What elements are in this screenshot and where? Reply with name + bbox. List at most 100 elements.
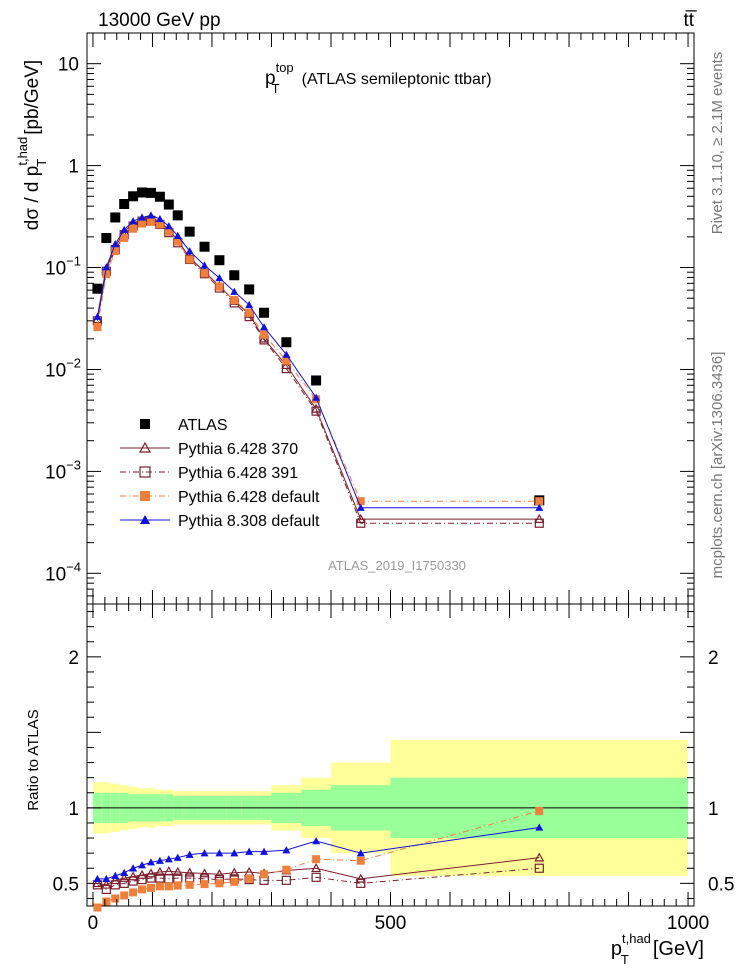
x-tick-label: 0 (88, 913, 99, 934)
ratio-point (128, 871, 139, 881)
data-point (110, 212, 121, 223)
ratio-point (215, 849, 224, 857)
ratio-point (535, 823, 544, 831)
data-point (281, 337, 292, 348)
ratio-series-pythia-6-428-default (93, 806, 544, 912)
ylabel-unit: [pb/GeV] (22, 60, 43, 135)
ratio-point (102, 874, 111, 883)
y-tick-label-base: 10 (58, 55, 79, 76)
ratio-point (173, 853, 182, 861)
y-tick-label-base: 10 (45, 462, 66, 483)
mc-point (155, 214, 164, 223)
ratio-point (282, 865, 291, 874)
legend-entry: Pythia 6.428 391 (120, 465, 298, 482)
analysis-label: ATLAS_2019_I1750330 (328, 558, 466, 573)
mc-point (120, 233, 129, 242)
ratio-y-ticks: 0.5 0.5 1 1 2 2 (53, 611, 734, 899)
legend-marker (140, 419, 150, 429)
ratio-point (128, 876, 138, 886)
data-point (184, 226, 195, 237)
ratio-point (145, 868, 156, 878)
y-tick-label-base: 1 (68, 157, 79, 178)
ratio-point (199, 868, 210, 878)
mc-point (260, 330, 269, 339)
ratio-point (215, 879, 224, 888)
ratio-point (173, 881, 182, 890)
ratio-point (185, 850, 194, 858)
ratio-point (356, 849, 365, 857)
data-point (145, 187, 156, 198)
plot-title: ptop T (ATLAS semileptonic ttbar) (265, 60, 492, 96)
ratio-point (230, 849, 239, 857)
mc-point (138, 219, 147, 228)
mc-point (185, 255, 194, 264)
data-point (137, 187, 148, 198)
mc-point (282, 356, 291, 365)
mc-point (200, 269, 209, 278)
data-point (172, 210, 183, 221)
y-tick-label: 10 (58, 55, 79, 76)
mc-point (173, 231, 182, 239)
y-tick-label-exp: −4 (66, 559, 81, 574)
ratio-point (110, 880, 120, 890)
legend-marker (138, 441, 152, 453)
ratio-point (119, 872, 130, 882)
ratio-point (102, 897, 111, 906)
data-point (128, 191, 139, 202)
ratio-series-pythia-8-308-default (93, 823, 544, 883)
x-tick-label: 1000 (667, 913, 709, 934)
ratio-point (101, 884, 111, 894)
data-point (92, 283, 103, 294)
process-label: tt̅ (683, 10, 697, 31)
legend-entry: Pythia 6.428 370 (120, 441, 298, 458)
ratio-point (137, 869, 148, 879)
ratio-y-tick-label: 0.5 (53, 874, 79, 895)
mc-point (93, 323, 102, 332)
ratio-point (146, 883, 155, 892)
xlabel-unit: [GeV] (653, 938, 704, 960)
mc-point (311, 406, 321, 416)
mc-point (120, 225, 129, 233)
mc-point (102, 263, 111, 271)
data-point (119, 199, 130, 210)
mc-point (164, 222, 173, 230)
ratio-y-tick-label-right: 2 (708, 648, 719, 669)
ratio-point (312, 855, 321, 864)
mc-point (146, 211, 155, 219)
xlabel-sub: T (621, 952, 629, 967)
mcplots-label: mcplots.cern.ch [arXiv:1306.3436] (709, 352, 726, 579)
mc-point (102, 270, 111, 279)
legend-marker (140, 515, 150, 524)
data-point (259, 307, 270, 318)
ratio-point (282, 846, 291, 854)
mc-point (282, 350, 291, 358)
ratio-point (230, 877, 239, 886)
ratio-point (534, 852, 545, 862)
ratio-y-axis-label: Ratio to ATLAS (25, 709, 42, 810)
legend: ATLAS Pythia 6.428 370 Pythia 6.428 391 Pyt… (120, 417, 320, 530)
y-tick-label-exp: −3 (66, 457, 81, 472)
legend-label: Pythia 6.428 391 (178, 465, 298, 482)
mc-point (356, 497, 365, 506)
ratio-point (111, 894, 120, 903)
mc-point (129, 217, 138, 225)
y-tick-label: 1 (68, 157, 79, 178)
mc-point (215, 282, 224, 291)
y-tick-label-exp: −1 (66, 254, 81, 269)
ylabel-sup: t,had (15, 137, 30, 166)
y-tick-label: 10−3 (45, 457, 81, 483)
legend-marker (139, 466, 151, 478)
mc-point (164, 227, 173, 236)
ratio-point (111, 871, 120, 879)
ratio-point (155, 882, 164, 891)
data-point (163, 199, 174, 210)
ratio-point (185, 880, 194, 889)
title-rest: (ATLAS semileptonic ttbar) (302, 71, 492, 88)
title-sup: top (276, 60, 294, 75)
ratio-point (93, 874, 102, 883)
ratio-point (129, 888, 138, 897)
ratio-point (120, 868, 129, 876)
ratio-point (355, 873, 366, 883)
rivet-label: Rivet 3.1.10, ≥ 2.1M events (709, 52, 726, 235)
